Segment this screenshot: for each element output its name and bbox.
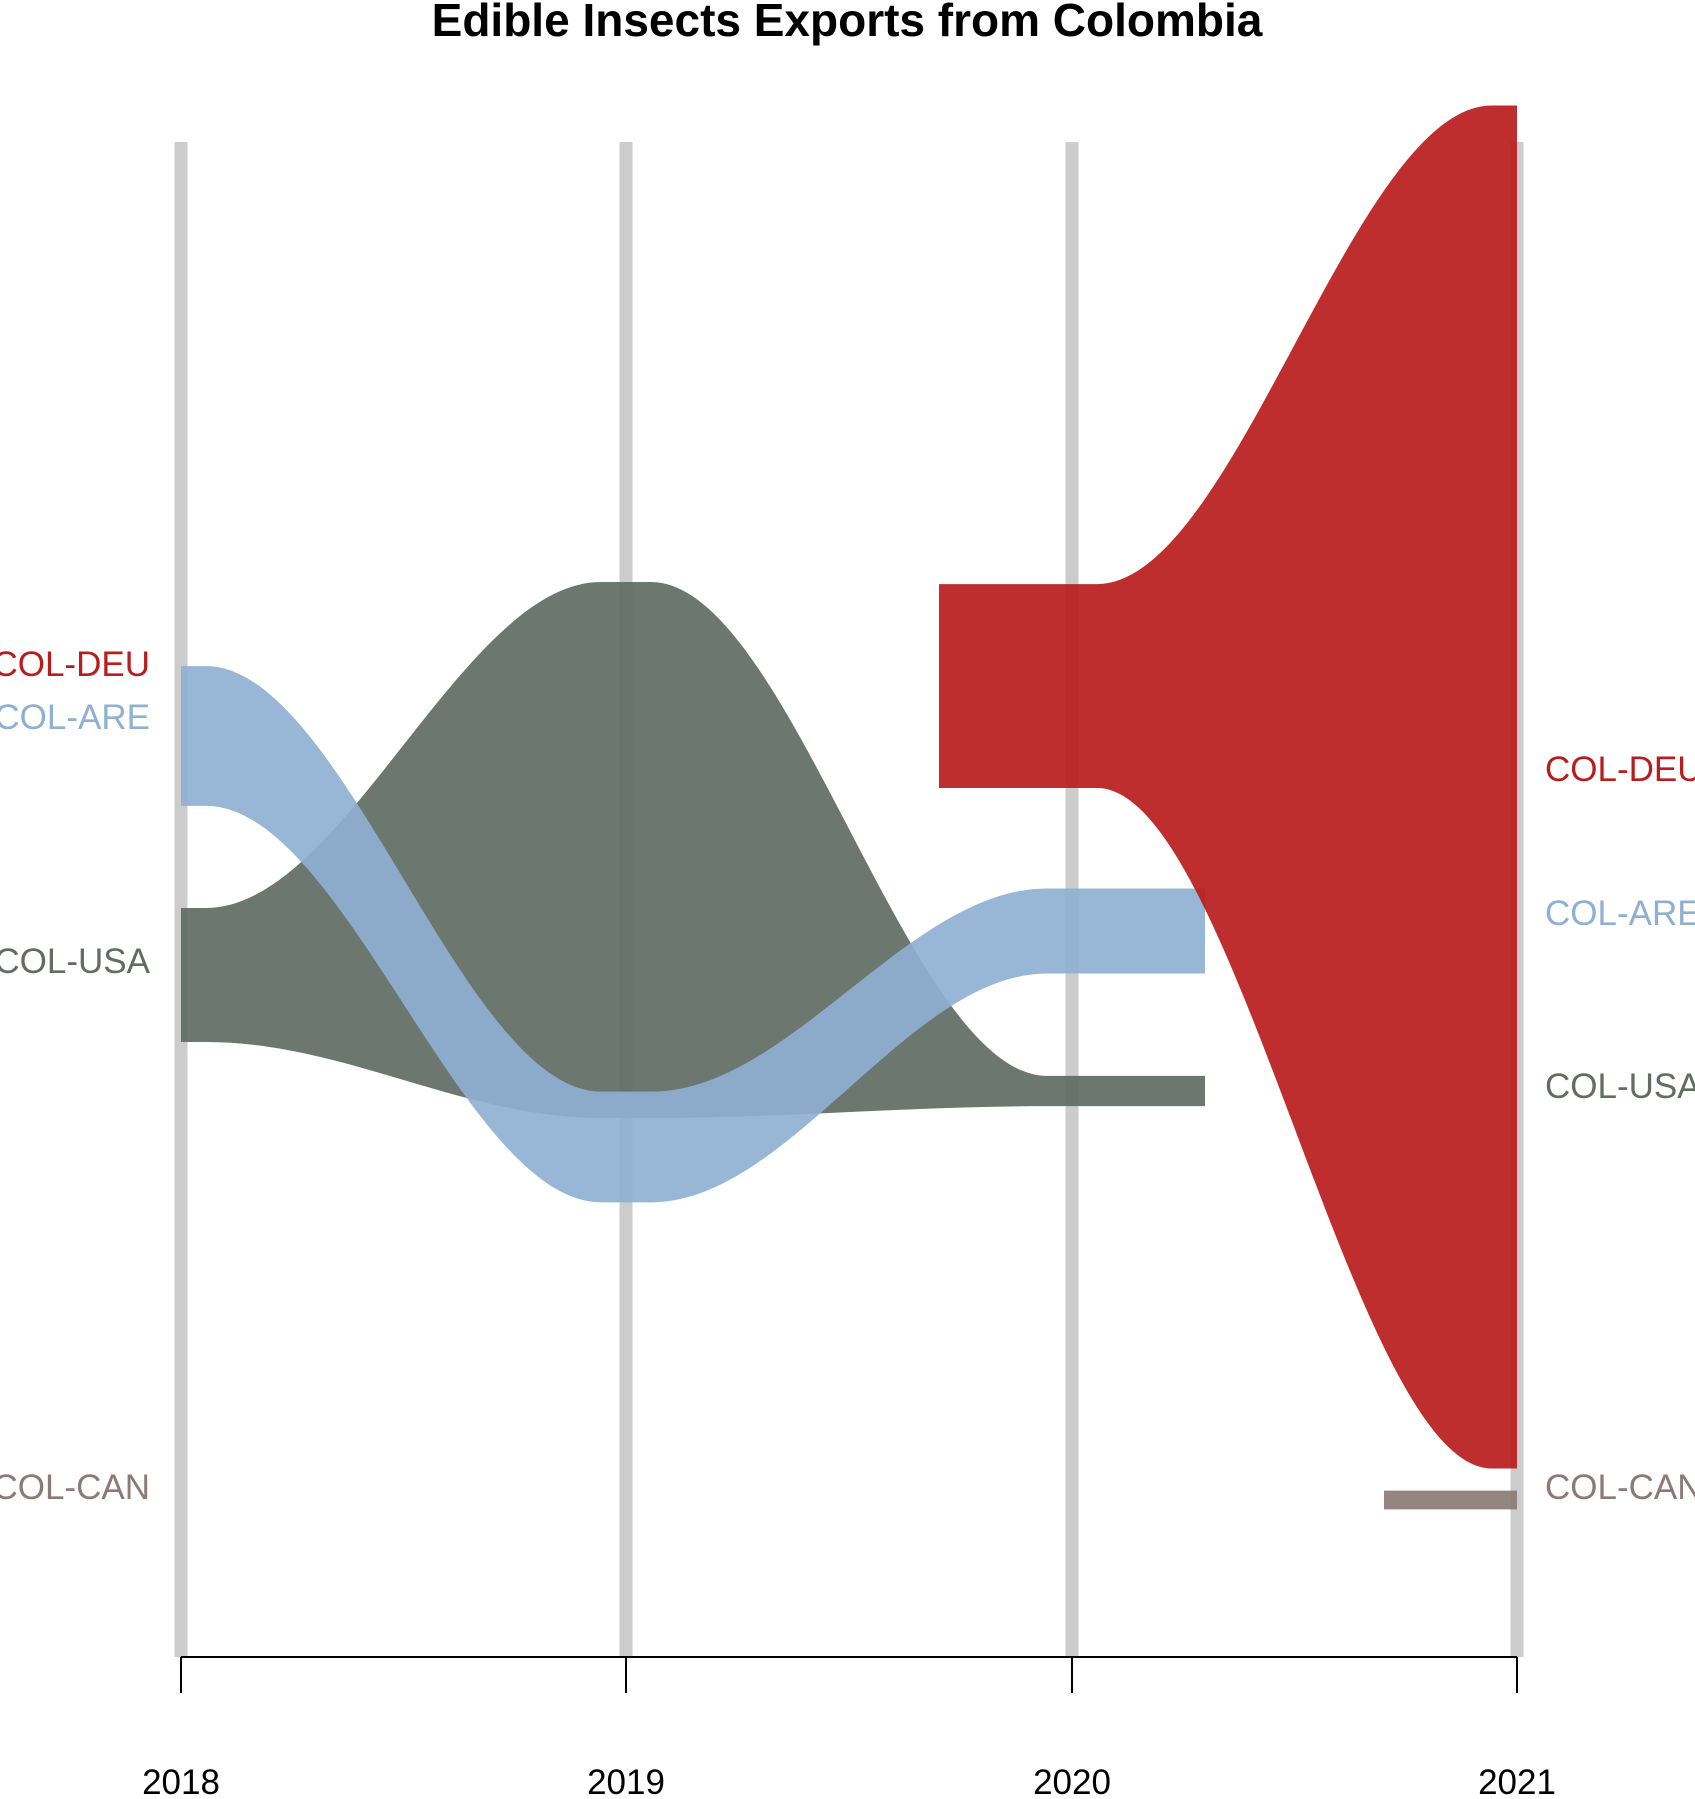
x-tick-label-2021: 2021 — [1478, 1763, 1556, 1799]
label-start-col-deu: COL-DEU — [0, 645, 150, 684]
chart-title: Edible Insects Exports from Colombia — [432, 0, 1263, 46]
x-tick-label-2019: 2019 — [587, 1763, 665, 1799]
x-axis: 2018 2019 2020 2021 — [142, 1656, 1556, 1799]
label-start-col-can: COL-CAN — [0, 1468, 150, 1507]
label-end-col-deu: COL-DEU — [1545, 750, 1695, 789]
flow-bands — [181, 105, 1517, 1510]
flow-band-col-can — [1384, 1490, 1517, 1510]
flow-band-col-deu — [939, 105, 1517, 1469]
label-start-col-are: COL-ARE — [0, 698, 150, 737]
label-end-col-usa: COL-USA — [1545, 1067, 1695, 1106]
label-start-col-usa: COL-USA — [0, 942, 151, 981]
series-labels: COL-DEU COL-DEU COL-ARE COL-ARE COL-USA COL-U… — [0, 645, 1695, 1507]
x-tick-label-2018: 2018 — [142, 1763, 220, 1799]
x-tick-label-2020: 2020 — [1033, 1763, 1111, 1799]
flow-band-col-are — [181, 666, 1205, 1203]
label-end-col-are: COL-ARE — [1545, 894, 1695, 933]
label-end-col-can: COL-CAN — [1545, 1468, 1695, 1507]
